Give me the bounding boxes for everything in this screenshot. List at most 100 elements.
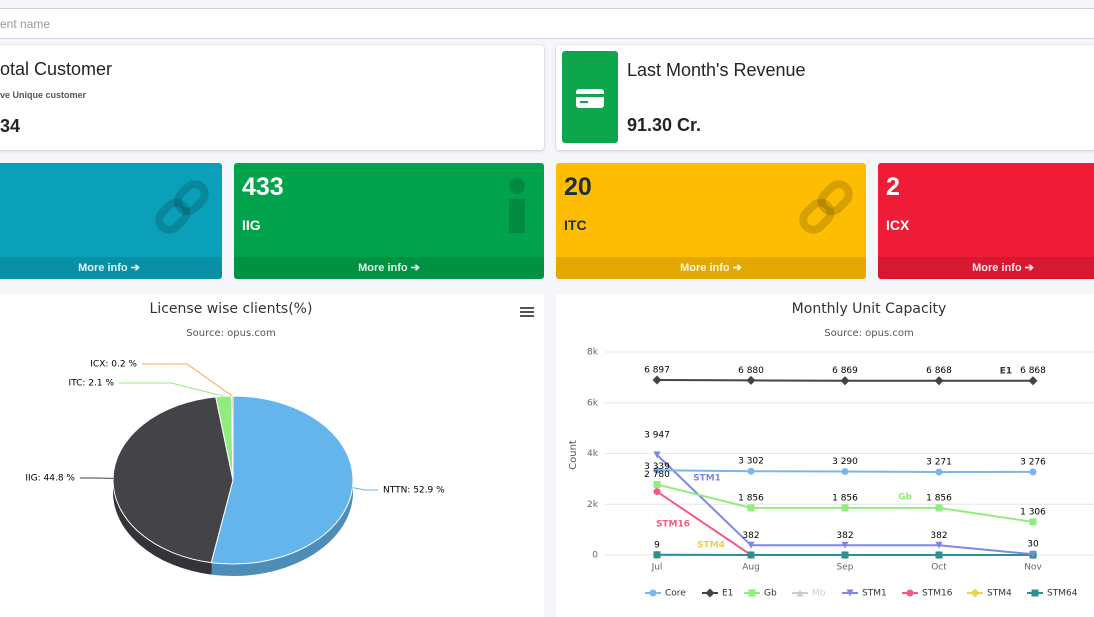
- data-label: 1 856: [926, 493, 952, 503]
- legend-entry[interactable]: STM4: [987, 589, 1012, 599]
- info-box: 433 IIG More info ➔: [234, 163, 544, 279]
- point: [1029, 550, 1037, 558]
- point: [653, 451, 661, 459]
- point: [906, 589, 914, 597]
- x-tick-label: Aug: [742, 563, 760, 573]
- data-label: 382: [836, 531, 853, 541]
- line-chart: Monthly Unit Capacity Source: opus.com C…: [556, 294, 1094, 617]
- pie-slice[interactable]: [112, 396, 234, 564]
- data-label: 6 869: [832, 366, 858, 376]
- legend-entry[interactable]: E1: [722, 589, 733, 599]
- data-label: IIG: 44.8 %: [25, 474, 75, 484]
- point: [841, 541, 849, 549]
- legend-entry[interactable]: Gb: [764, 589, 777, 599]
- data-label: 6 897: [644, 365, 670, 375]
- info-box: More info ➔: [0, 163, 222, 279]
- revenue-card: Last Month's Revenue 91.30 Cr.: [556, 45, 1094, 150]
- point: [649, 589, 657, 597]
- info-box: 20 ITC More info ➔: [556, 163, 866, 279]
- point: [748, 589, 756, 597]
- revenue-icon: [562, 51, 618, 143]
- point: [747, 551, 755, 559]
- legend-entry[interactable]: Core: [665, 589, 686, 599]
- label-connector: [142, 363, 233, 397]
- point: [1028, 376, 1038, 386]
- label-connector: [352, 487, 378, 491]
- more-info-text: More info: [78, 262, 128, 274]
- customer-card: otal Customer ve Unique customer 34: [0, 45, 544, 150]
- legend-entry[interactable]: STM64: [1047, 589, 1078, 599]
- point: [841, 504, 849, 512]
- y-tick-label: 6k: [587, 398, 599, 408]
- legend-entry[interactable]: STM16: [922, 589, 953, 599]
- point: [935, 468, 943, 476]
- y-tick-label: 8k: [587, 348, 599, 358]
- card-title: Last Month's Revenue: [627, 60, 806, 80]
- x-tick-label: Jul: [651, 563, 663, 573]
- data-label: 3 290: [832, 457, 858, 467]
- series-label: Gb: [898, 493, 912, 503]
- more-info-link[interactable]: More info ➔: [556, 257, 866, 279]
- chart-background: [556, 294, 1094, 617]
- data-label: 30: [1027, 540, 1039, 550]
- point: [841, 468, 849, 476]
- search-input[interactable]: ent name: [0, 8, 1094, 39]
- data-label: 2 780: [644, 470, 670, 480]
- point: [653, 466, 661, 474]
- data-label: ICX: 0.2 %: [90, 360, 137, 370]
- point: [1029, 468, 1037, 476]
- point: [935, 541, 943, 549]
- chart-title: Monthly Unit Capacity: [792, 301, 947, 317]
- card-value: 34: [0, 116, 21, 136]
- data-label: 6 868: [926, 366, 952, 376]
- point: [652, 375, 662, 385]
- y-tick-label: 2k: [587, 500, 599, 510]
- point: [653, 551, 661, 559]
- link-icon: [799, 180, 853, 234]
- x-tick-label: Oct: [931, 563, 947, 573]
- data-label: 1 856: [832, 493, 858, 503]
- x-tick-label: Nov: [1024, 563, 1042, 573]
- point: [1031, 589, 1039, 597]
- point: [796, 589, 804, 597]
- legend-entry[interactable]: Mb: [812, 589, 826, 599]
- point: [935, 551, 943, 559]
- legend-entry[interactable]: STM1: [862, 589, 887, 599]
- data-label: 382: [930, 531, 947, 541]
- point: [1029, 518, 1037, 526]
- label-connector: [119, 382, 224, 397]
- point: [970, 588, 980, 598]
- chart-subtitle: Source: opus.com: [186, 328, 275, 339]
- box-value: 433: [242, 173, 284, 201]
- y-tick-label: 0: [592, 551, 598, 561]
- more-info-link[interactable]: More info ➔: [0, 257, 222, 279]
- card-value: 91.30 Cr.: [627, 115, 702, 135]
- point: [746, 375, 756, 385]
- series-label: STM4: [697, 541, 725, 551]
- data-label: 6 868: [1020, 366, 1046, 376]
- link-icon: [155, 180, 209, 234]
- more-info-link[interactable]: More info ➔: [234, 257, 544, 279]
- data-label: 3 302: [738, 457, 764, 467]
- point: [747, 467, 755, 475]
- series-label: E1: [1000, 367, 1012, 377]
- point: [747, 504, 755, 512]
- card-subtitle: ve Unique customer: [0, 90, 87, 100]
- data-label: 1 306: [1020, 507, 1046, 517]
- info-icon: [509, 178, 525, 233]
- menu-button[interactable]: [520, 307, 534, 317]
- more-info-link[interactable]: More info ➔: [878, 257, 1094, 279]
- search-placeholder: ent name: [0, 17, 51, 31]
- point: [705, 588, 715, 598]
- series-label: STM16: [656, 520, 690, 530]
- point: [846, 589, 854, 597]
- point: [747, 541, 755, 549]
- point: [653, 480, 661, 488]
- chart-subtitle: Source: opus.com: [824, 328, 913, 339]
- point: [934, 376, 944, 386]
- box-label: ITC: [564, 217, 587, 233]
- y-tick-label: 4k: [587, 449, 599, 459]
- more-info-text: More info: [358, 262, 408, 274]
- data-label: ITC: 2.1 %: [68, 379, 114, 389]
